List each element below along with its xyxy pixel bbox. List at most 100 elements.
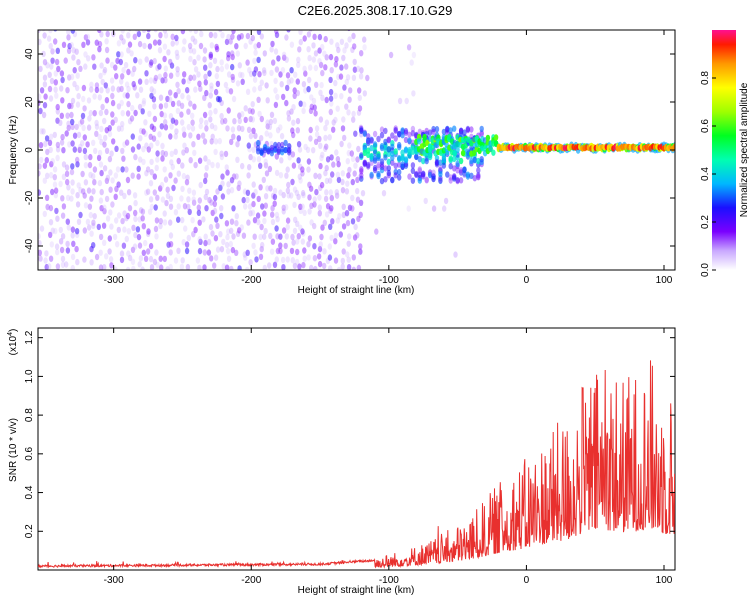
spectrogram-cell <box>155 261 160 269</box>
spectrogram-cell <box>133 153 138 161</box>
spectrogram-cell <box>376 135 381 143</box>
spectrogram-cell <box>86 187 92 194</box>
spectrogram-cell <box>291 162 297 169</box>
spectrogram-cell <box>285 72 291 79</box>
spectrogram-cell <box>166 49 171 56</box>
spectrogram-cell <box>65 247 71 254</box>
spectrogram-cell <box>110 85 116 92</box>
spectrogram-cell <box>65 240 70 248</box>
spectrogram-cell <box>372 149 378 156</box>
spectrogram-cell <box>188 157 193 164</box>
spectrogram-cell <box>136 30 142 38</box>
spectrogram-cell <box>356 215 361 223</box>
spectrogram-cell <box>300 189 306 197</box>
spectrogram-cell <box>274 66 280 73</box>
spectrogram-cell <box>213 124 218 131</box>
spectrogram-cell <box>369 136 374 143</box>
spectrogram-cell <box>476 167 481 174</box>
spectrogram-cell <box>190 217 195 224</box>
spectrogram-cell <box>93 147 98 155</box>
spectrogram-cell <box>279 81 284 88</box>
spectrogram-cell <box>141 30 147 33</box>
spectrogram-cell <box>202 56 207 63</box>
spectrogram-cell <box>251 200 256 208</box>
spectrogram-cell <box>269 46 274 53</box>
spectrogram-cell <box>286 192 291 199</box>
spectrogram-cell <box>372 141 378 148</box>
spectrogram-cell <box>345 219 351 227</box>
spectrogram-cell <box>253 43 258 50</box>
spectrogram-cell <box>356 264 362 270</box>
spectrogram-cell <box>458 167 464 174</box>
spectrogram-cell <box>344 103 349 110</box>
spectrogram-cell <box>246 126 252 133</box>
spectrogram-cell <box>353 162 358 169</box>
spectrogram-cell <box>224 38 230 46</box>
spectrogram-cell <box>54 92 59 99</box>
spectrogram-cell <box>85 33 91 41</box>
spectrogram-cell <box>347 204 353 211</box>
spectrogram-cell <box>335 156 341 163</box>
spectrogram-cell <box>184 241 190 248</box>
spectrogram-cell <box>318 184 323 191</box>
spectrogram-cell <box>272 117 278 125</box>
spectrogram-cell <box>346 240 351 247</box>
spectrogram-cell <box>245 266 250 270</box>
spectrogram-cell <box>438 159 443 166</box>
spectrogram-cell <box>268 132 273 139</box>
spectrogram-cell <box>262 210 267 217</box>
spectrogram-cell <box>82 227 88 234</box>
spectrogram-cell <box>351 116 356 123</box>
spectrogram-cell <box>336 176 342 184</box>
spectrogram-cell <box>53 30 58 32</box>
spectrogram-cell <box>79 118 85 125</box>
spectrogram-cell <box>209 255 214 262</box>
spectrogram-cell <box>212 57 218 64</box>
spectrogram-cell <box>193 30 198 34</box>
spectrogram-cell <box>116 103 122 110</box>
spectrogram-cell <box>184 147 189 154</box>
spectrogram-cell <box>322 262 327 270</box>
spectrogram-cell <box>187 42 193 50</box>
spectrogram-cell <box>61 161 67 168</box>
spectrogram-cell <box>70 140 75 147</box>
spectrogram-cell <box>360 190 366 197</box>
spectrogram-cell <box>327 254 333 261</box>
spectrogram-cell <box>148 196 154 203</box>
spectrogram-cell <box>122 192 127 200</box>
spectrogram-cell <box>42 74 48 81</box>
spectrogram-cell <box>285 166 290 173</box>
spectrogram-cell <box>323 134 328 142</box>
spectrogram-cell <box>136 143 141 150</box>
spectrogram-cell <box>49 161 54 168</box>
spectrogram-cell <box>148 77 154 84</box>
spectrogram-cell <box>245 249 250 256</box>
spectrogram-cell <box>135 92 140 99</box>
spectrogram-cell <box>69 195 74 202</box>
spectrogram-cell <box>379 177 385 185</box>
spectrogram-cell <box>286 181 291 189</box>
spectrogram-cell <box>259 223 264 231</box>
spectrogram-cell <box>132 33 137 40</box>
spectrogram-cell <box>52 166 58 173</box>
spectrogram-cell <box>55 103 60 111</box>
spectrogram-cell <box>38 99 41 106</box>
spectrogram-cell <box>137 40 143 48</box>
x-tick-label: 100 <box>656 575 673 586</box>
spectrogram-cell <box>72 146 78 153</box>
spectrogram-cell <box>89 86 94 93</box>
spectrogram-cell <box>462 171 467 178</box>
spectrogram-cell <box>322 248 327 255</box>
spectrogram-cell <box>209 199 214 206</box>
spectrogram-cell <box>126 228 131 235</box>
spectrogram-cell <box>455 177 460 184</box>
spectrogram-cell <box>66 30 71 36</box>
spectrogram-cell <box>282 54 287 61</box>
spectrogram-cell <box>410 148 416 155</box>
spectrogram-cell <box>141 97 147 105</box>
spectrogram-cell <box>281 264 286 270</box>
spectrogram-cell <box>168 249 173 256</box>
spectrogram-cell <box>135 30 140 33</box>
spectrogram-cell <box>114 185 119 193</box>
spectrogram-cell <box>98 161 104 168</box>
